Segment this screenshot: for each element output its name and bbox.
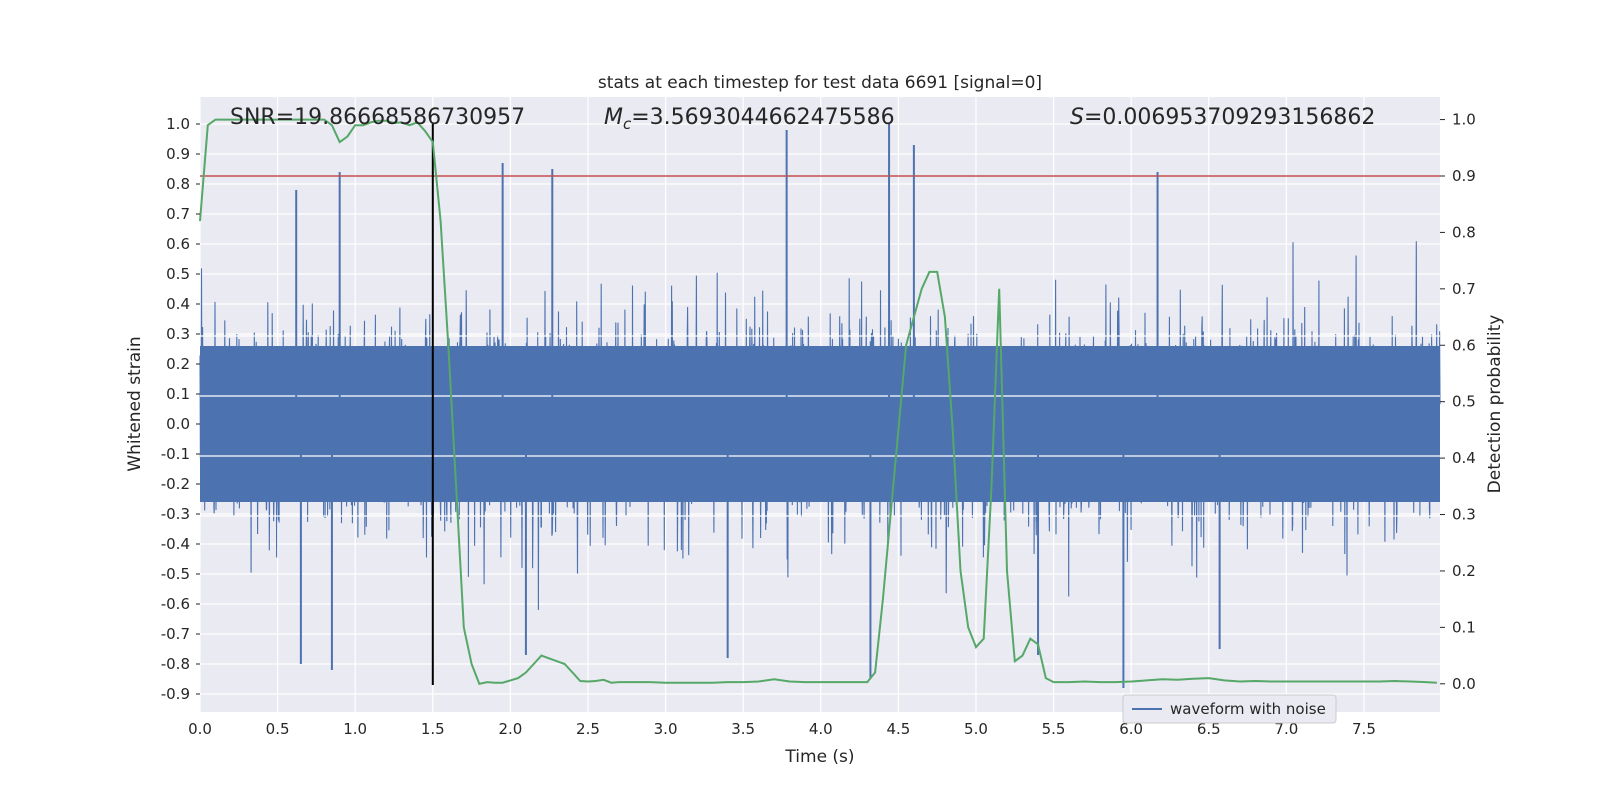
chirp-mass-subscript: c bbox=[623, 115, 632, 133]
right-y-tick-label: 0.4 bbox=[1452, 449, 1476, 467]
x-tick-label: 0.5 bbox=[266, 720, 290, 738]
x-tick-label: 4.0 bbox=[809, 720, 833, 738]
probability-series bbox=[199, 118, 1437, 685]
chirp-mass-symbol: M bbox=[604, 105, 623, 130]
waveform-core bbox=[200, 346, 1440, 502]
left-y-tick-label: -0.8 bbox=[161, 655, 190, 673]
snr-annotation: SNR=19.86668586730957 bbox=[230, 105, 525, 130]
left-y-tick-label: -0.2 bbox=[161, 475, 190, 493]
right-y-tick-label: 0.7 bbox=[1452, 280, 1476, 298]
x-tick-label: 5.5 bbox=[1042, 720, 1066, 738]
left-y-tick-label: 0.4 bbox=[166, 295, 190, 313]
x-tick-label: 3.0 bbox=[654, 720, 678, 738]
x-tick-label: 0.0 bbox=[188, 720, 212, 738]
s-annotation: S=0.006953709293156862 bbox=[1070, 105, 1375, 130]
left-y-tick-label: 0.6 bbox=[166, 235, 190, 253]
right-y-tick-label: 0.3 bbox=[1452, 506, 1476, 524]
chirp-mass-annotation: Mc=3.5693044662475586 bbox=[604, 105, 895, 133]
left-y-tick-label: 0.9 bbox=[166, 145, 190, 163]
right-y-axis-label: Detection probability bbox=[1485, 315, 1505, 494]
x-tick-label: 2.5 bbox=[576, 720, 600, 738]
left-y-tick-label: -0.4 bbox=[161, 535, 190, 553]
legend: waveform with noise bbox=[1122, 694, 1337, 724]
x-tick-label: 4.5 bbox=[886, 720, 910, 738]
detection-probability-line bbox=[199, 118, 1437, 685]
right-y-tick-label: 0.5 bbox=[1452, 393, 1476, 411]
x-tick-label: 5.0 bbox=[964, 720, 988, 738]
left-y-tick-label: -0.3 bbox=[161, 505, 190, 523]
left-y-tick-label: -0.7 bbox=[161, 625, 190, 643]
right-y-tick-label: 0.1 bbox=[1452, 618, 1476, 636]
x-axis-label: Time (s) bbox=[784, 747, 854, 767]
left-y-tick-label: -0.6 bbox=[161, 595, 190, 613]
left-y-axis-label: Whitened strain bbox=[125, 336, 145, 471]
overlay-lines bbox=[200, 124, 1440, 685]
left-y-tick-label: -0.1 bbox=[161, 445, 190, 463]
legend-box bbox=[1122, 694, 1337, 724]
chart-title: stats at each timestep for test data 669… bbox=[598, 73, 1042, 93]
tick-labels: 0.0 0.5 1.0 1.5 2.0 2.5 3.0 3.5 4.0 4.5 5.0 5.5 6.0 6… bbox=[161, 111, 1476, 738]
right-y-tick-label: 0.2 bbox=[1452, 562, 1476, 580]
left-y-tick-label: 0.1 bbox=[166, 385, 190, 403]
left-y-tick-label: 0.0 bbox=[166, 415, 190, 433]
x-tick-label: 3.5 bbox=[731, 720, 755, 738]
x-tick-label: 1.0 bbox=[343, 720, 367, 738]
x-tick-label: 6.5 bbox=[1197, 720, 1221, 738]
legend-label: waveform with noise bbox=[1170, 700, 1326, 718]
x-tick-label: 6.0 bbox=[1119, 720, 1143, 738]
chirp-mass-value: =3.5693044662475586 bbox=[631, 105, 894, 130]
x-tick-label: 7.0 bbox=[1274, 720, 1298, 738]
x-tick-label: 1.5 bbox=[421, 720, 445, 738]
left-y-tick-label: 0.3 bbox=[166, 325, 190, 343]
left-y-tick-label: 0.2 bbox=[166, 355, 190, 373]
right-y-tick-label: 0.9 bbox=[1452, 167, 1476, 185]
s-symbol: S bbox=[1070, 105, 1084, 130]
x-tick-label: 7.5 bbox=[1352, 720, 1376, 738]
left-y-tick-label: 0.5 bbox=[166, 265, 190, 283]
s-value: =0.006953709293156862 bbox=[1084, 105, 1375, 130]
left-y-tick-label: 0.7 bbox=[166, 205, 190, 223]
x-tick-label: 2.0 bbox=[498, 720, 522, 738]
right-y-tick-label: 1.0 bbox=[1452, 111, 1476, 129]
waveform-series bbox=[199, 124, 1441, 688]
left-y-tick-label: 0.8 bbox=[166, 175, 190, 193]
right-y-tick-label: 0.0 bbox=[1452, 675, 1476, 693]
right-y-tick-label: 0.8 bbox=[1452, 223, 1476, 241]
left-y-tick-label: -0.9 bbox=[161, 685, 190, 703]
right-y-tick-label: 0.6 bbox=[1452, 336, 1476, 354]
left-y-tick-label: -0.5 bbox=[161, 565, 190, 583]
left-y-tick-label: 1.0 bbox=[166, 115, 190, 133]
